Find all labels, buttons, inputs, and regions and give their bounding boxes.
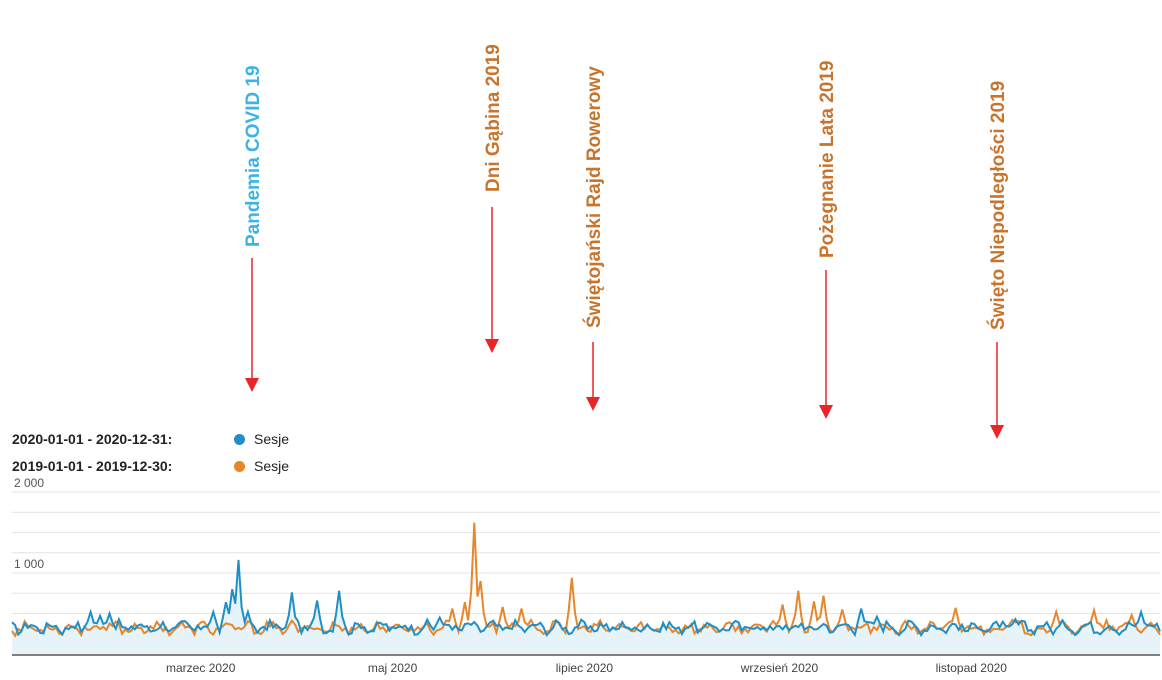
x-tick-label: maj 2020 [368, 661, 418, 675]
legend-label: Sesje [254, 458, 290, 474]
annotation-label: Świętojański Rajd Rowerowy [583, 66, 605, 328]
y-tick-label: 2 000 [14, 476, 44, 490]
legend-range: 2020-01-01 - 2020-12-31: [12, 431, 173, 447]
arrow-down-icon [990, 425, 1004, 439]
y-tick-label: 1 000 [14, 557, 44, 571]
arrow-down-icon [485, 339, 499, 353]
series-2020-line [11, 559, 1161, 638]
arrow-down-icon [819, 405, 833, 419]
x-tick-label: lipiec 2020 [556, 661, 614, 675]
series-2020-area [12, 560, 1160, 654]
legend-range: 2019-01-01 - 2019-12-30: [12, 458, 173, 474]
arrow-down-icon [245, 378, 259, 392]
series-2019-line [11, 522, 1161, 638]
arrow-down-icon [586, 397, 600, 411]
annotation-label: Pandemia COVID 19 [243, 65, 264, 247]
annotation-label: Pożegnanie Lata 2019 [817, 61, 838, 258]
annotation-label: Dni Gąbina 2019 [483, 44, 504, 192]
legend-item-2020[interactable]: 2020-01-01 - 2020-12-31: Sesje [12, 428, 289, 450]
legend-dot-icon [234, 433, 245, 445]
legend-label: Sesje [254, 431, 290, 447]
annotation-label: Święto Niepodległości 2019 [987, 81, 1009, 330]
x-tick-label: listopad 2020 [936, 661, 1008, 675]
x-tick-label: marzec 2020 [166, 661, 236, 675]
legend-dot-icon [234, 460, 245, 472]
x-tick-label: wrzesień 2020 [740, 661, 819, 675]
legend-item-2019[interactable]: 2019-01-01 - 2019-12-30: Sesje [12, 455, 289, 477]
